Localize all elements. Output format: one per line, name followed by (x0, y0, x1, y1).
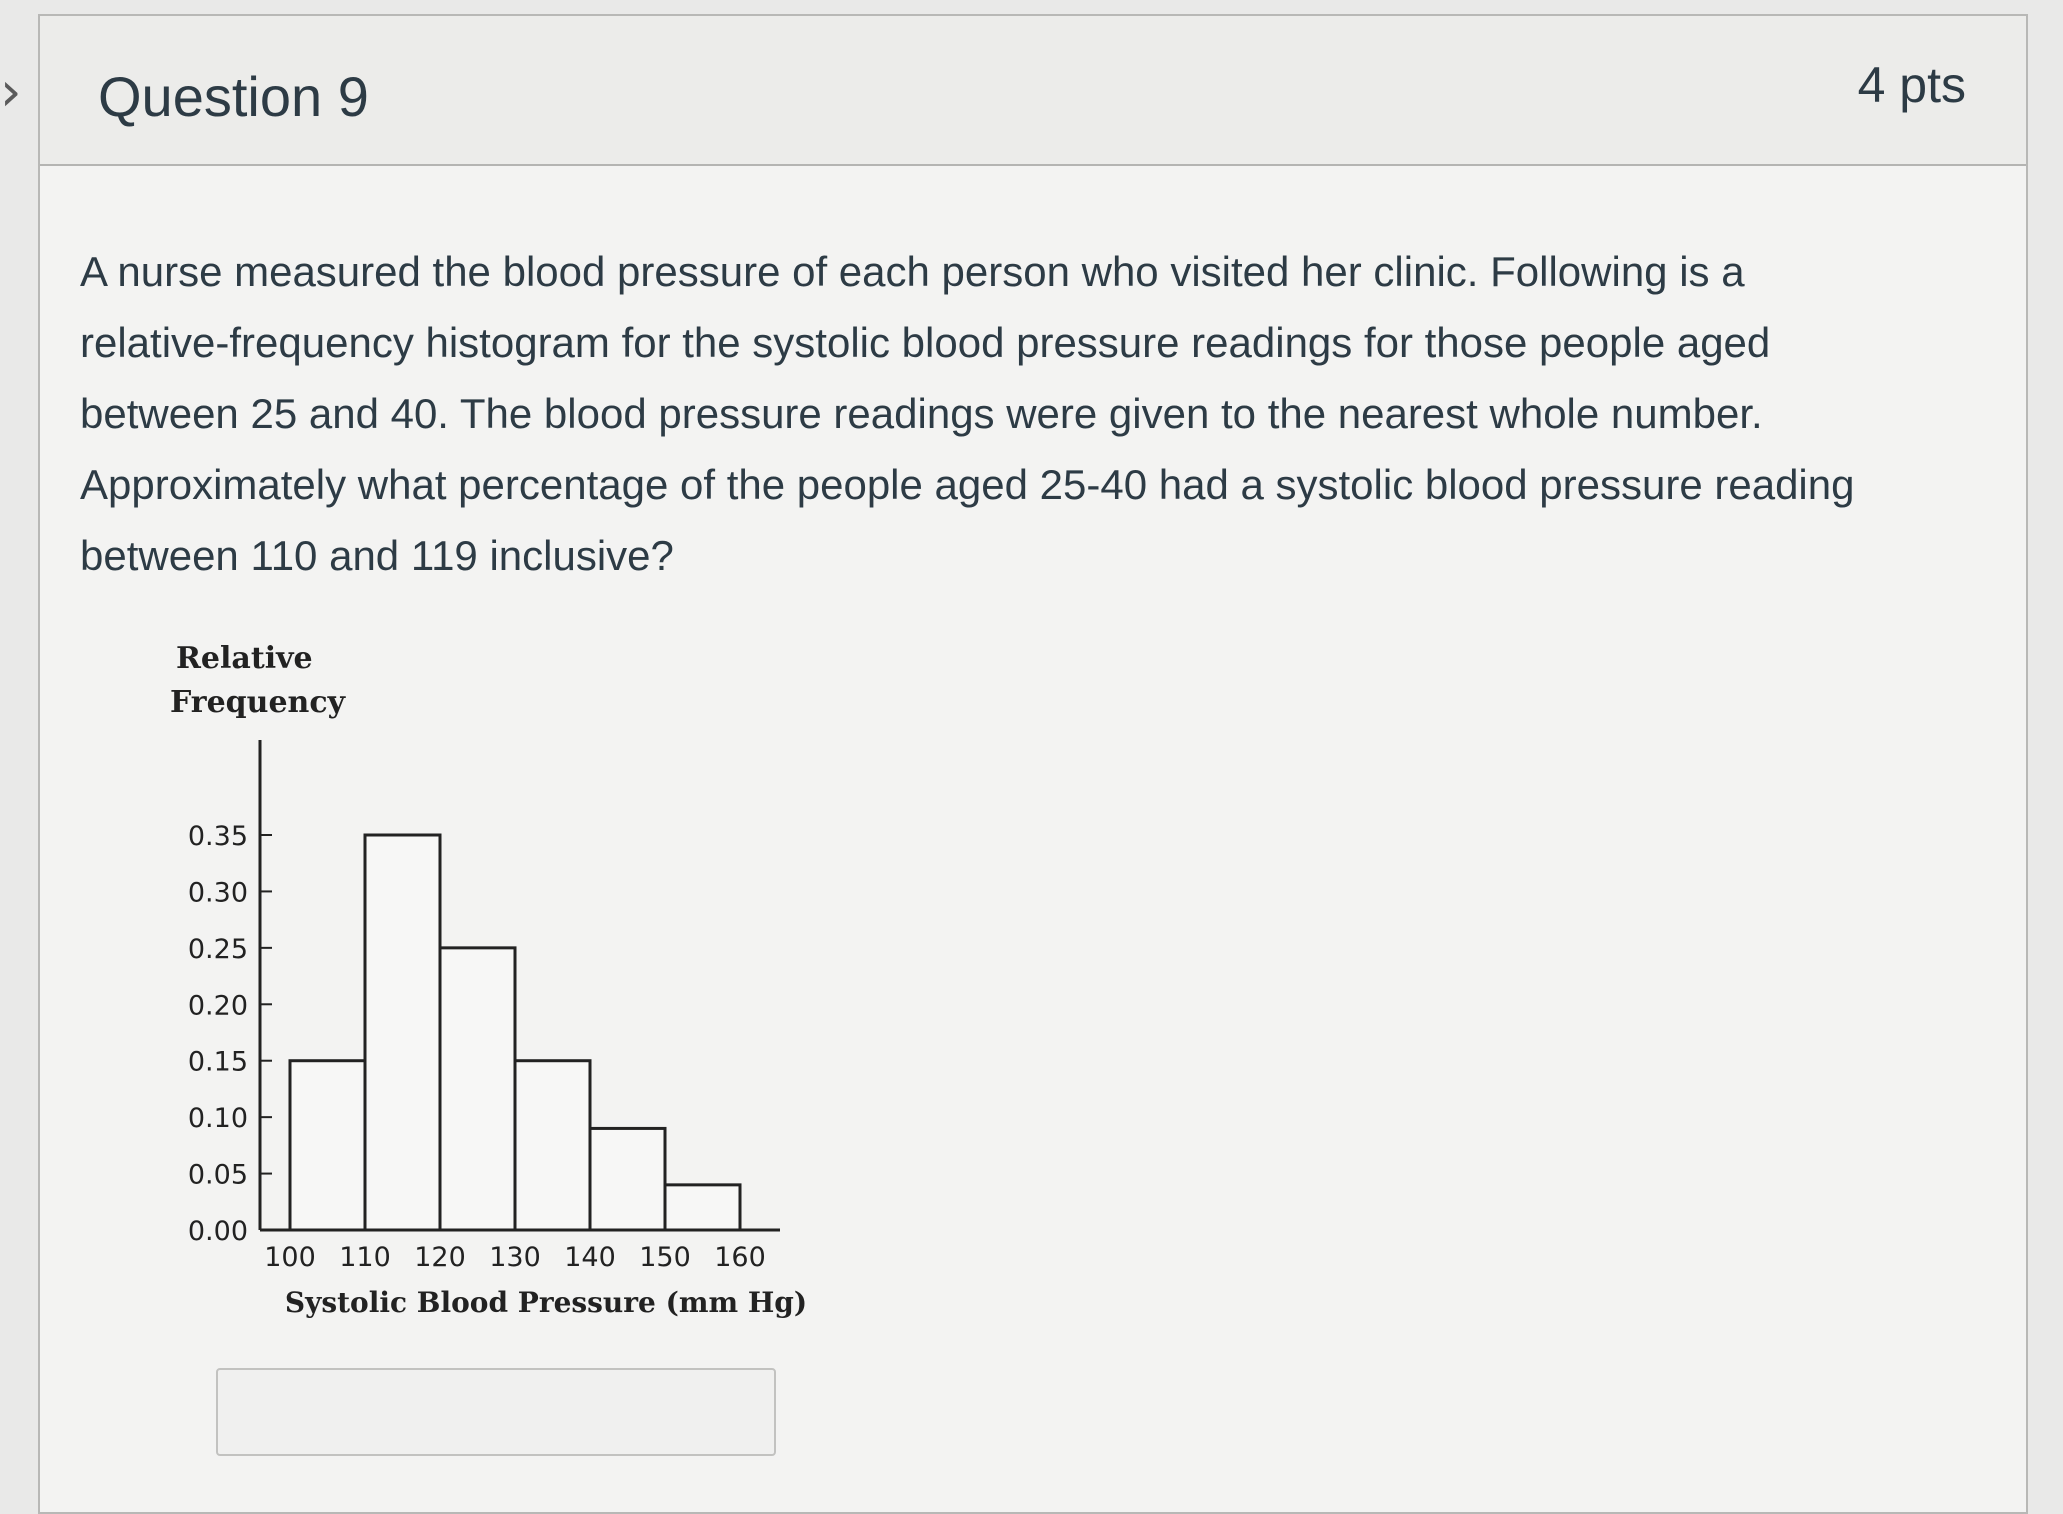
y-tick-label: 0.30 (188, 877, 248, 908)
histogram-bar (663, 1183, 742, 1232)
x-tick-label: 140 (564, 1242, 616, 1273)
answer-input[interactable] (216, 1368, 776, 1456)
y-axis-title-line-2: Frequency (170, 685, 347, 720)
question-text-line: relative-frequency histogram for the sys… (80, 319, 1771, 366)
question-points: 4 pts (1857, 57, 1966, 113)
x-tick-label: 130 (489, 1242, 541, 1273)
y-tick-label: 0.00 (188, 1216, 248, 1247)
histogram-chart: Relative Frequency 0.000.050.100.150.200… (170, 641, 807, 1319)
histogram-figure: Relative Frequency 0.00 0.05 0.10 0.15 0.20 0… (120, 630, 820, 1350)
question-header: Question 9 4 pts (40, 16, 2026, 166)
y-tick-label: 0.15 (188, 1047, 248, 1078)
question-text-line: between 25 and 40. The blood pressure re… (80, 390, 1763, 437)
x-tick-label: 110 (339, 1242, 391, 1273)
histogram-bar (438, 946, 517, 1232)
question-text-line: A nurse measured the blood pressure of e… (80, 248, 1745, 295)
histogram-bar (363, 833, 442, 1232)
y-tick-label: 0.10 (188, 1103, 248, 1134)
y-axis-title-line-1: Relative (176, 641, 313, 676)
histogram-bar (288, 1059, 367, 1232)
question-text-line: Approximately what percentage of the peo… (80, 461, 1855, 508)
y-tick-label: 0.35 (188, 821, 248, 852)
y-tick-label: 0.25 (188, 934, 248, 965)
question-title: Question 9 (98, 65, 369, 128)
y-tick-label: 0.05 (188, 1160, 248, 1191)
x-tick-label: 150 (639, 1242, 691, 1273)
question-card: Question 9 4 pts (38, 14, 2028, 1514)
x-tick-label: 100 (264, 1242, 316, 1273)
plot-area: 0.00 0.05 0.10 0.15 0.20 0.25 0.30 0.35 100 110 12… (188, 740, 780, 1273)
collapse-chevron-icon[interactable]: › (0, 60, 22, 123)
histogram-bar (588, 1126, 667, 1232)
question-text-line: between 110 and 119 inclusive? (80, 532, 674, 579)
y-tick-label: 0.20 (188, 990, 248, 1021)
x-tick-label: 120 (414, 1242, 466, 1273)
x-tick-label: 160 (714, 1242, 766, 1273)
question-text: A nurse measured the blood pressure of e… (80, 236, 1960, 591)
x-axis-title: Systolic Blood Pressure (mm Hg) (285, 1286, 807, 1319)
histogram-bar (513, 1059, 592, 1232)
